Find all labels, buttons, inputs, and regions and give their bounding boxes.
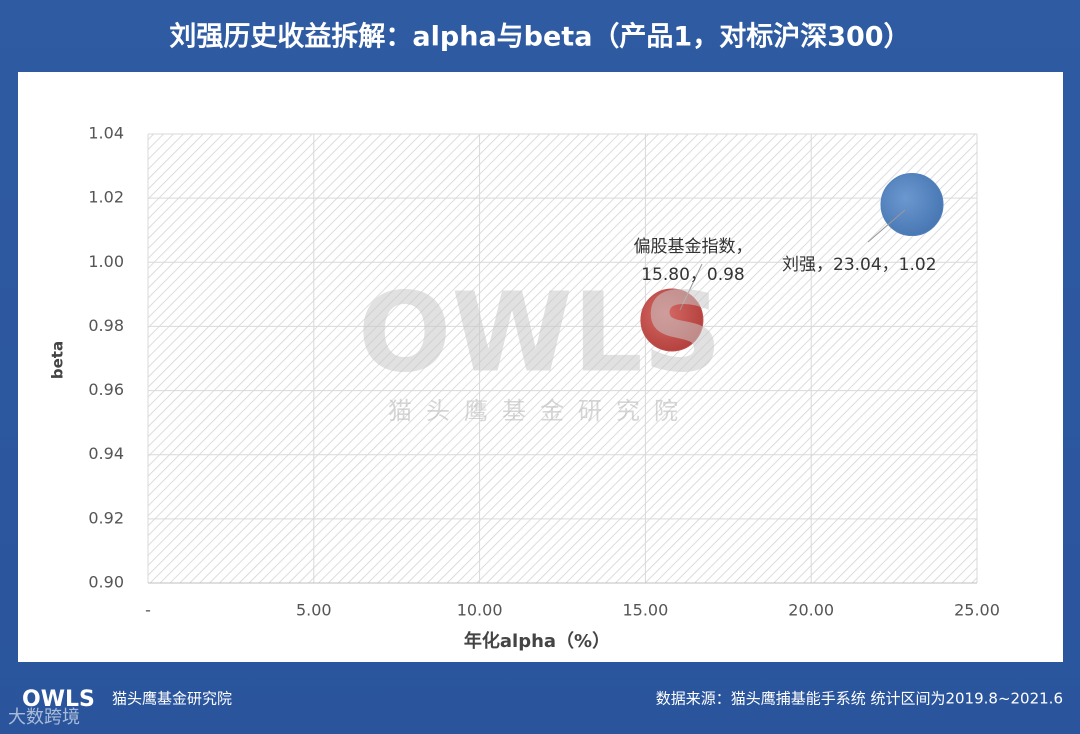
- x-tick-label: 5.00: [296, 601, 332, 620]
- data-label: 刘强，23.04，1.02: [782, 255, 937, 275]
- y-axis-label: beta: [49, 341, 67, 379]
- leader-line: [679, 263, 703, 311]
- x-tick-label: 25.00: [954, 601, 1000, 620]
- bubble: [880, 173, 944, 237]
- data-label: 15.80，0.98: [641, 265, 745, 285]
- y-tick-label: 1.04: [88, 124, 124, 143]
- title: 刘强历史收益拆解：alpha与beta（产品1，对标沪深300）: [169, 22, 910, 53]
- watermark-logo: OWLS: [358, 268, 722, 396]
- y-tick-label: 0.96: [88, 380, 124, 399]
- x-tick-label: 15.00: [622, 601, 668, 620]
- watermark-name: 猫头鹰基金研究院: [388, 397, 692, 425]
- footer-source: 数据来源：猫头鹰捕基能手系统 统计区间为2019.8~2021.6: [656, 690, 1063, 708]
- y-tick-label: 1.00: [88, 252, 124, 271]
- leader-line: [867, 209, 906, 243]
- y-tick-label: 0.92: [88, 508, 124, 527]
- y-tick-label: 1.02: [88, 188, 124, 207]
- y-tick-label: 0.98: [88, 316, 124, 335]
- bubble: [640, 288, 704, 352]
- data-label: 偏股基金指数，: [634, 237, 753, 257]
- x-tick-label: -: [145, 601, 151, 620]
- plot-area: [148, 134, 977, 583]
- x-tick-label: 20.00: [788, 601, 834, 620]
- y-tick-label: 0.90: [88, 573, 124, 592]
- footer-logo: OWLS: [22, 687, 95, 712]
- footer-name: 猫头鹰基金研究院: [112, 690, 232, 708]
- corner-mark: 大数跨境: [8, 707, 80, 728]
- y-tick-label: 0.94: [88, 444, 124, 463]
- x-tick-label: 10.00: [457, 601, 503, 620]
- chart: 0.90 0.92 0.94 0.96 0.98 1.00 1.02 1.04 - 5.00 10.…: [88, 124, 1000, 620]
- x-axis-label: 年化alpha（%）: [464, 630, 610, 652]
